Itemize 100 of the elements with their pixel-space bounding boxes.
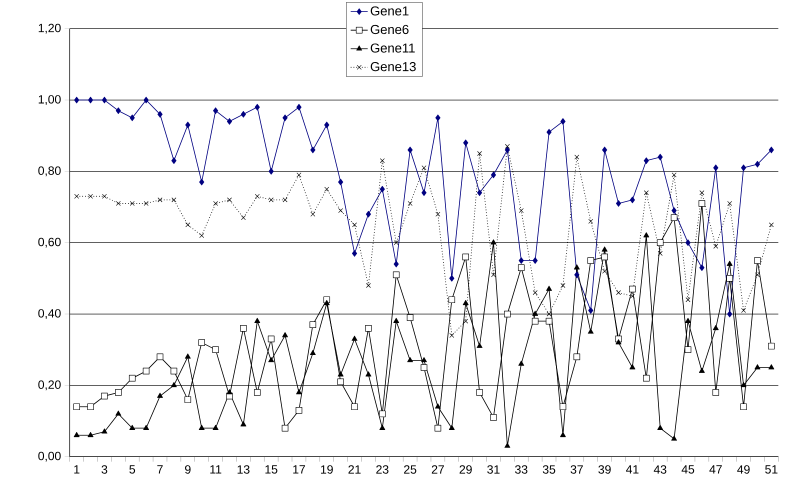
point	[546, 312, 552, 316]
point	[462, 254, 469, 260]
point	[685, 239, 691, 246]
legend-label: Gene1	[370, 6, 408, 16]
point	[504, 146, 510, 154]
point	[518, 360, 524, 366]
point	[630, 294, 635, 299]
point	[712, 324, 719, 330]
point	[74, 96, 80, 104]
point	[672, 207, 677, 214]
point	[658, 250, 663, 256]
point	[448, 296, 456, 304]
x-tick-label: 45	[682, 465, 694, 474]
point	[602, 268, 608, 274]
x-tick-label: 27	[432, 465, 444, 474]
x-tick-label: 33	[515, 465, 528, 474]
x-tick-label: 19	[320, 465, 333, 474]
point	[462, 300, 469, 306]
point	[435, 212, 440, 217]
point	[671, 436, 677, 441]
point	[337, 378, 344, 386]
point	[699, 190, 704, 196]
point	[768, 364, 774, 370]
point	[254, 104, 260, 110]
point	[310, 321, 316, 328]
point	[366, 283, 371, 288]
point	[602, 146, 608, 154]
point	[296, 407, 302, 414]
x-tick-label: 17	[293, 465, 306, 474]
point	[726, 275, 733, 282]
point	[240, 421, 246, 426]
point	[88, 432, 94, 438]
x-tick-label: 25	[404, 465, 416, 474]
point	[754, 364, 760, 370]
point	[158, 197, 162, 202]
point	[630, 364, 636, 370]
x-tick-label: 23	[376, 465, 388, 474]
x-tick-label: 1	[74, 465, 80, 474]
point	[601, 254, 608, 260]
point	[574, 264, 580, 270]
point	[406, 314, 414, 321]
point	[644, 157, 649, 164]
point	[672, 172, 677, 178]
point	[116, 201, 121, 206]
x-tick-label: 35	[542, 465, 556, 474]
point	[656, 239, 664, 246]
point	[240, 110, 246, 118]
point	[198, 339, 205, 346]
point	[698, 368, 705, 373]
point	[518, 264, 525, 271]
x-tick-label: 5	[129, 465, 136, 474]
point	[768, 342, 775, 350]
point	[366, 210, 371, 218]
point	[268, 168, 274, 175]
point	[741, 308, 746, 313]
point	[282, 197, 288, 202]
point	[352, 336, 358, 341]
point	[227, 197, 232, 202]
point	[366, 371, 372, 376]
point	[351, 403, 358, 410]
point	[574, 154, 580, 160]
point	[712, 389, 720, 396]
point	[156, 354, 164, 360]
point	[644, 190, 649, 196]
x-tick-label: 51	[765, 465, 778, 474]
point	[616, 290, 621, 296]
y-tick-label: 0,00	[38, 452, 61, 462]
point	[102, 96, 107, 104]
point	[560, 118, 566, 125]
point	[422, 165, 426, 170]
point	[420, 364, 428, 371]
point	[755, 272, 760, 278]
point	[741, 164, 746, 172]
point	[185, 222, 190, 228]
point	[171, 197, 176, 202]
point	[310, 212, 316, 217]
point	[394, 240, 399, 246]
x-tick-label: 31	[487, 465, 500, 474]
point	[365, 324, 372, 332]
point	[491, 272, 496, 278]
x-tick-label: 13	[238, 465, 250, 474]
point	[338, 371, 344, 376]
point	[380, 186, 385, 192]
point	[408, 146, 413, 154]
point	[504, 442, 510, 448]
point	[268, 336, 274, 342]
point	[199, 178, 204, 186]
point	[476, 342, 482, 348]
point	[713, 244, 718, 249]
point	[434, 424, 442, 432]
point	[476, 389, 483, 396]
legend-label: Gene6	[370, 24, 409, 34]
point	[116, 107, 121, 114]
point	[254, 194, 260, 199]
y-tick-label: 1,00	[38, 95, 61, 105]
point	[87, 403, 94, 410]
point	[130, 114, 135, 122]
point	[685, 318, 691, 323]
x-tick-label: 47	[709, 465, 722, 474]
point	[130, 201, 135, 206]
